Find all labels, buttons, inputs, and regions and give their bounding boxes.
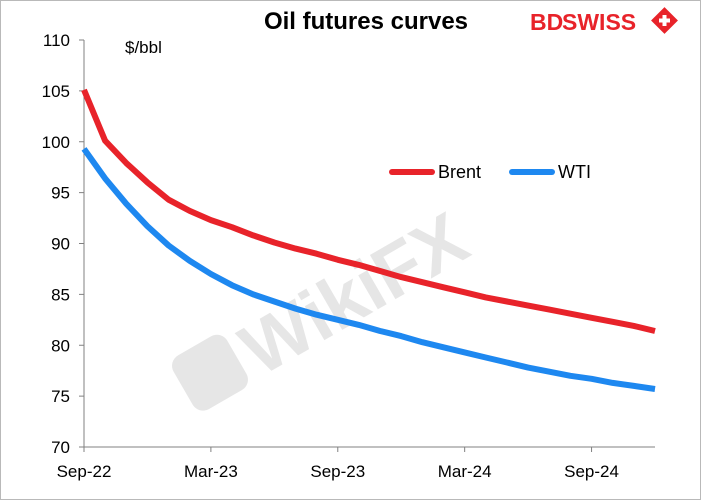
y-tick-label: 80 <box>51 336 70 355</box>
legend: Brent WTI <box>389 162 591 182</box>
bdswiss-logo: BD SWISS <box>530 7 678 35</box>
y-tick-label: 95 <box>51 184 70 203</box>
logo-bd: BD <box>530 9 563 35</box>
swiss-cross-v <box>662 15 667 26</box>
chart-title: Oil futures curves <box>264 8 468 35</box>
series-line-brent <box>81 88 656 334</box>
y-tick-label: 85 <box>51 285 70 304</box>
y-tick-label: 105 <box>42 82 70 101</box>
x-tick-label: Mar-23 <box>184 462 238 481</box>
legend-label-wti: WTI <box>558 162 591 182</box>
x-tick-label: Sep-23 <box>310 462 365 481</box>
x-ticks: Sep-22 Mar-23 Sep-23 Mar-24 Sep-24 <box>57 447 619 481</box>
y-ticks: 70 75 80 85 90 95 100 105 110 <box>42 31 84 457</box>
watermark-text: WikiFX <box>227 196 482 391</box>
y-tick-label: 110 <box>43 31 70 50</box>
watermark-logo-icon <box>172 334 248 411</box>
logo-swiss: SWISS <box>562 9 636 35</box>
x-tick-label: Mar-24 <box>438 462 492 481</box>
y-tick-label: 70 <box>51 438 70 457</box>
x-tick-label: Sep-24 <box>564 462 619 481</box>
series-lines <box>81 88 656 392</box>
watermark: WikiFX <box>172 196 482 411</box>
series-line-wti <box>81 147 656 392</box>
y-tick-label: 90 <box>51 235 70 254</box>
y-tick-label: 100 <box>42 133 70 152</box>
y-axis-unit: $/bbl <box>125 38 162 57</box>
legend-label-brent: Brent <box>438 162 481 182</box>
y-tick-label: 75 <box>51 387 70 406</box>
x-tick-label: Sep-22 <box>57 462 112 481</box>
